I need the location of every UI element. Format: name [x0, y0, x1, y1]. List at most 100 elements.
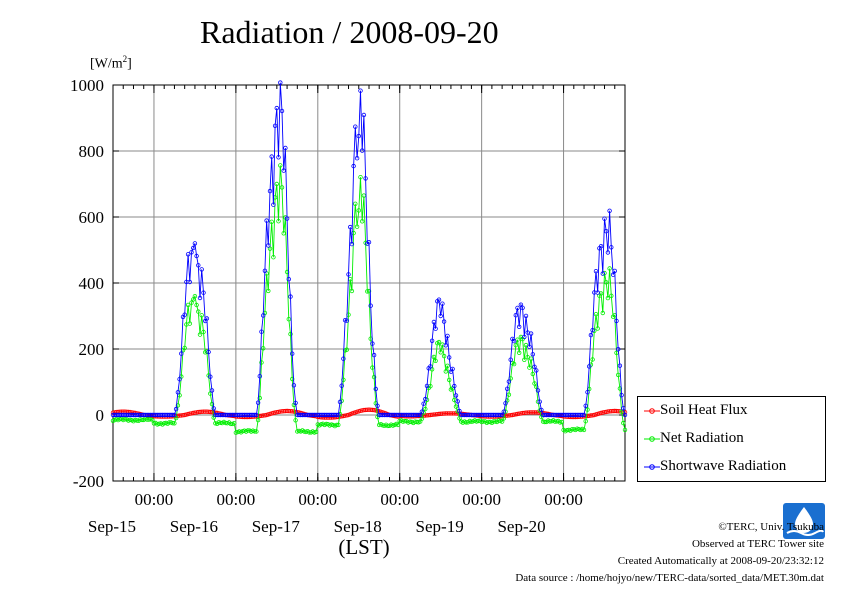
shortwave-radiation-point [290, 351, 295, 356]
net-radiation-point [271, 255, 276, 260]
net-radiation-point [313, 429, 319, 435]
net-radiation-point [604, 280, 609, 285]
net-radiation-line [112, 165, 626, 434]
shortwave-radiation-point [539, 407, 544, 413]
net-radiation-point [190, 297, 196, 302]
shortwave-radiation-point [351, 163, 356, 169]
shortwave-radiation-point [429, 338, 435, 343]
net-radiation-point [360, 219, 365, 224]
shortwave-radiation-point [336, 412, 341, 418]
shortwave-radiation-point [619, 393, 624, 398]
shortwave-radiation-point [418, 412, 423, 418]
shortwave-radiation-point [527, 344, 532, 349]
shortwave-radiation-point [349, 241, 355, 247]
shortwave-radiation-point [341, 356, 346, 361]
shortwave-radiation-point [453, 393, 459, 398]
shortwave-radiation-point [506, 379, 512, 384]
shortwave-radiation-point [520, 305, 525, 310]
shortwave-radiation-point [522, 334, 527, 340]
net-radiation-point [358, 174, 363, 180]
shortwave-radiation-point [505, 386, 510, 391]
shortwave-radiation-point [361, 112, 367, 118]
shortwave-radiation-point [600, 271, 605, 276]
shortwave-radiation-point [436, 297, 442, 302]
shortwave-radiation-point [211, 406, 216, 411]
net-radiation-point [172, 421, 177, 426]
net-radiation-point [585, 407, 590, 412]
x-axis-label: (LST) [338, 535, 389, 559]
net-radiation-point [199, 313, 204, 318]
shortwave-radiation-point [588, 332, 594, 338]
net-radiation-point [527, 365, 532, 370]
shortwave-radiation-point [175, 390, 181, 395]
net-radiation-point [293, 418, 298, 423]
shortwave-radiation-point [272, 123, 278, 128]
shortwave-radiation-point [513, 313, 518, 318]
shortwave-radiation-point [255, 400, 261, 405]
net-radiation-point [600, 310, 605, 316]
footer-copyright: ©TERC, Univ. Tsukuba [718, 521, 824, 533]
shortwave-radiation-point [192, 241, 198, 246]
net-radiation-point [371, 374, 377, 380]
shortwave-radiation-point [517, 324, 522, 329]
shortwave-radiation-point [339, 383, 344, 388]
y-tick-label: 400 [79, 274, 105, 293]
shortwave-radiation-point [279, 108, 285, 114]
shortwave-radiation-point [443, 343, 448, 348]
net-radiation-point [441, 353, 447, 359]
shortwave-radiation-point [206, 349, 211, 355]
legend-label: Soil Heat Flux [660, 402, 748, 418]
shortwave-radiation-point [353, 124, 358, 129]
shortwave-radiation-point [179, 351, 184, 356]
net-radiation-point [419, 416, 425, 421]
shortwave-radiation-point [177, 377, 182, 382]
shortwave-radiation-point [344, 318, 349, 323]
x-tick-label-time: 00:00 [380, 490, 419, 509]
net-radiation-point [278, 163, 283, 168]
x-tick-label-time: 00:00 [135, 490, 174, 509]
net-radiation-point [557, 420, 563, 425]
shortwave-radiation-point [595, 290, 600, 295]
shortwave-radiation-point [264, 218, 269, 223]
shortwave-radiation-point [276, 155, 281, 160]
shortwave-radiation-point [257, 374, 262, 379]
shortwave-radiation-point [530, 352, 535, 357]
shortwave-radiation-point [182, 312, 187, 317]
shortwave-radiation-point [593, 269, 599, 274]
x-tick-label-date: Sep-20 [497, 517, 545, 536]
shortwave-radiation-point [609, 245, 614, 250]
net-radiation-point [197, 332, 203, 337]
net-radiation-point [583, 419, 588, 424]
shortwave-radiation-point [534, 368, 539, 373]
shortwave-radiation-point [274, 105, 279, 111]
shortwave-radiation-point [431, 319, 437, 325]
net-radiation-point [231, 421, 237, 426]
shortwave-radiation-point [419, 409, 425, 414]
shortwave-radiation-point [356, 133, 361, 139]
net-radiation-point [532, 381, 537, 386]
net-radiation-point [402, 418, 407, 424]
x-tick-label-date: Sep-16 [170, 517, 218, 536]
footer-observed: Observed at TERC Tower site [691, 538, 824, 550]
net-radiation-point [438, 350, 443, 355]
net-radiation-point [286, 317, 291, 322]
shortwave-radiation-point [528, 331, 534, 336]
net-radiation-point [433, 358, 438, 363]
net-radiation-point [590, 357, 595, 362]
shortwave-radiation-point [501, 409, 506, 414]
net-radiation-point [281, 231, 286, 236]
net-radiation-point [605, 295, 611, 301]
legend-marker-net-radiation-icon [644, 436, 660, 442]
shortwave-radiation-point [278, 80, 283, 85]
shortwave-radiation-point [421, 401, 426, 406]
shortwave-radiation-point [616, 347, 621, 352]
shortwave-radiation-point [537, 399, 542, 404]
shortwave-radiation-point [201, 290, 206, 295]
shortwave-radiation-point [423, 396, 428, 402]
net-radiation-point [522, 357, 527, 362]
legend: Soil Heat Flux Net Radiation Shortwave R… [637, 396, 826, 482]
net-radiation-point [607, 266, 612, 271]
legend-item-soil-heat-flux: Soil Heat Flux [638, 400, 825, 422]
net-radiation-point [185, 302, 191, 308]
net-radiation-point [453, 404, 459, 409]
